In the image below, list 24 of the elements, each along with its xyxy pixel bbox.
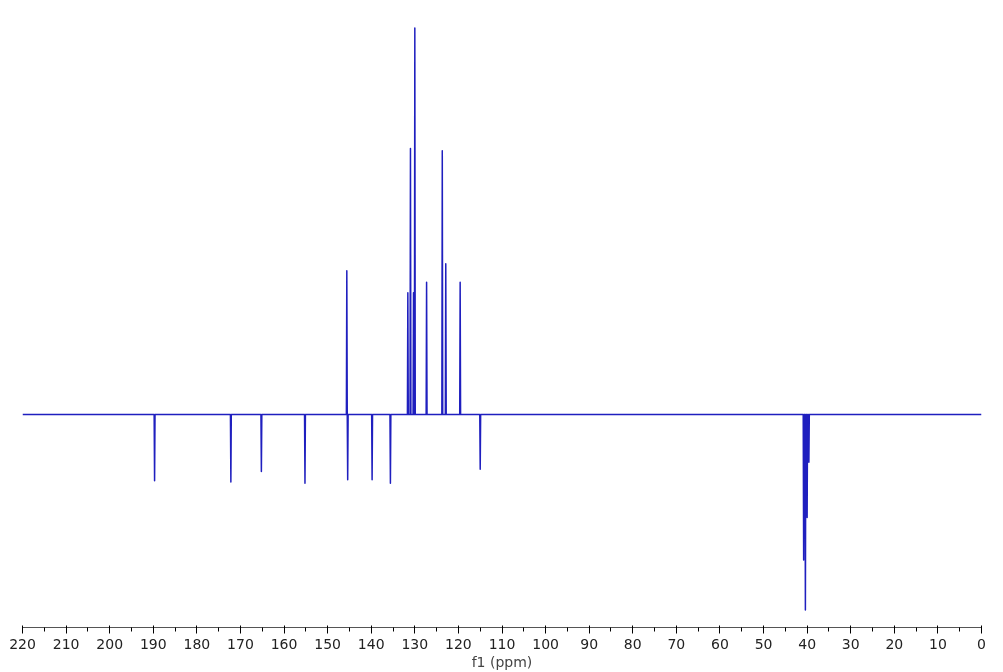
x-tick-label: 10 [929, 635, 947, 652]
x-tick-label: 190 [139, 635, 167, 652]
x-tick-label: 40 [798, 635, 817, 652]
x-tick-label: 200 [96, 635, 124, 652]
x-tick-label: 60 [711, 635, 729, 652]
x-tick-label: 210 [52, 635, 80, 652]
x-tick-label: 180 [183, 635, 211, 652]
x-tick-label: 50 [754, 635, 773, 652]
x-tick-label: 70 [667, 635, 686, 652]
x-tick-label: 150 [314, 635, 342, 652]
x-tick-label: 140 [357, 635, 385, 652]
x-tick-label: 160 [270, 635, 298, 652]
x-tick-label: 100 [532, 635, 559, 652]
x-tick-label: 30 [841, 635, 860, 652]
x-axis-title: f1 (ppm) [471, 653, 533, 670]
x-tick-label: 130 [401, 635, 429, 652]
x-tick-label: 20 [885, 635, 904, 652]
x-tick-label: 110 [488, 635, 516, 652]
x-tick-label: 170 [227, 635, 254, 652]
x-tick-label: 120 [445, 635, 472, 652]
x-tick-label: 90 [580, 635, 599, 652]
x-tick-label: 220 [9, 635, 36, 652]
x-tick-label: 80 [623, 635, 642, 652]
x-tick-label: 0 [977, 635, 986, 652]
